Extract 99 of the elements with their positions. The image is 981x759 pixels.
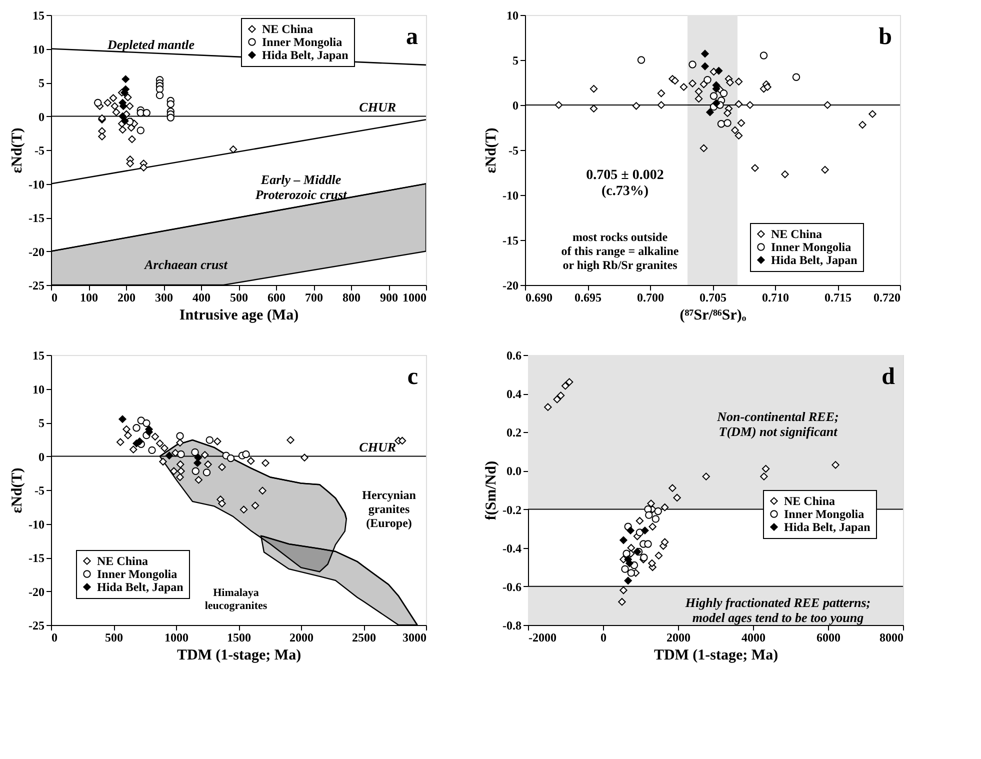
y-tick-label: 0 [38,110,44,124]
y-tick-label: 5 [38,76,44,90]
ref-line-label: CHUR [359,439,396,454]
annotation: Himalaya leucogranites [204,587,268,612]
y-tick-label: 0.6 [506,348,522,362]
y-tick-label: -5 [508,144,518,158]
x-tick-label: 100 [80,290,98,304]
legend-label: Inner Mongolia [784,507,864,521]
y-tick-label: 0.4 [506,387,522,402]
x-tick-label: 2000 [290,630,314,644]
y-tick-label: -5 [34,144,44,158]
x-tick-label: 900 [380,290,398,304]
x-tick-label: 800 [342,290,360,304]
y-tick-label: -15 [502,234,518,248]
x-tick-label: 4000 [742,630,766,644]
annotation: Archaean crust [144,257,228,272]
legend-label: Inner Mongolia [771,240,852,254]
y-tick-label: 15 [32,348,44,362]
x-tick-label: 2500 [352,630,376,644]
x-tick-label: 0.705 [700,290,726,304]
y-axis-title: εNd(T) [10,468,26,514]
y-tick-label: 10 [506,8,518,22]
y-tick-label: -20 [502,278,518,292]
legend-label: NE China [262,22,314,36]
x-tick-label: 1000 [164,630,188,644]
y-tick-label: -20 [28,584,44,599]
y-tick-label: -15 [28,211,44,225]
x-tick-label: 3000 [402,630,426,644]
annotation: 0.705 ± 0.002 (c.73%) [586,168,664,199]
annotation: Depleted mantle [106,37,195,52]
y-tick-label: -0.2 [502,502,522,517]
legend-label: Hida Belt, Japan [771,253,858,267]
legend-label: NE China [771,227,822,241]
x-tick-label: 500 [105,630,123,644]
annotation: b [878,24,892,50]
y-tick-label: -25 [28,278,44,292]
legend-label: NE China [97,554,148,568]
x-tick-label: 1500 [227,630,251,644]
x-axis-title: TDM (1-stage; Ma) [176,648,302,664]
legend-label: Hida Belt, Japan [262,48,349,62]
x-tick-label: 300 [155,290,173,304]
y-tick-label: -10 [28,177,44,192]
y-tick-label: -5 [34,484,44,498]
y-axis-title: εNd(T) [10,128,26,174]
x-tick-label: 200 [118,290,136,304]
y-tick-label: -10 [28,517,44,532]
x-tick-label: 0 [52,290,58,304]
y-tick-label: 5 [512,54,518,68]
legend-label: NE China [784,494,836,508]
x-tick-label: 0.715 [824,290,852,304]
x-tick-label: 8000 [880,630,904,644]
x-axis-title: TDM (1-stage; Ma) [654,648,778,664]
x-tick-label: 0 [52,630,58,644]
x-tick-label: 2000 [666,630,690,644]
y-tick-label: 0.0 [506,464,522,478]
x-tick-label: 0.695 [574,290,602,304]
x-tick-label: 0 [600,630,606,644]
x-axis-title: (⁸⁷Sr/⁸⁶Sr)ₒ [680,308,747,324]
x-tick-label: 600 [268,290,286,304]
x-tick-label: 700 [305,290,323,304]
x-tick-label: 500 [230,290,248,304]
x-tick-label: 0.690 [526,290,552,304]
legend-label: Hida Belt, Japan [97,580,184,594]
annotation: Hercynian granites (Europe) [362,488,416,530]
annotation: d [882,364,896,390]
y-tick-label: -20 [28,244,44,259]
y-axis-title: f(Sm/Nd) [484,460,500,520]
annotation: c [407,364,418,390]
y-tick-label: 10 [32,382,44,396]
annotation: a [406,24,418,50]
y-tick-label: -0.8 [502,618,522,632]
legend-label: Inner Mongolia [262,35,342,49]
y-tick-label: -0.4 [502,541,522,556]
x-tick-label: -2000 [528,630,556,644]
y-axis-title: εNd(T) [484,128,500,174]
x-tick-label: 400 [192,290,210,304]
x-tick-label: 0.700 [637,290,664,304]
y-tick-label: 0.2 [506,426,522,440]
legend-label: Inner Mongolia [97,567,178,581]
legend-label: Hida Belt, Japan [784,520,871,534]
y-tick-label: -25 [28,618,44,632]
y-tick-label: 15 [32,8,44,22]
x-tick-label: 1000 [402,290,426,304]
x-tick-label: 0.720 [874,290,900,304]
x-tick-label: 0.710 [762,290,789,304]
annotation: Non-continental REE; T(DM) not significant [716,409,839,439]
x-axis-title: Intrusive age (Ma) [179,308,299,324]
y-tick-label: 0 [512,98,518,112]
y-tick-label: 0 [38,450,44,464]
y-tick-label: -0.6 [502,580,522,594]
y-tick-label: -15 [28,551,44,565]
y-tick-label: -10 [502,188,518,202]
annotation: Highly fractionated REE patterns; model ages tend to be too young [684,595,871,625]
annotation: most rocks outside of this range = alkaline or high Rb/Sr granites [561,230,680,272]
annotation: Early – Middle Proterozoic crust [255,172,348,202]
y-tick-label: 10 [32,42,44,56]
x-tick-label: 6000 [816,630,840,644]
y-tick-label: 5 [38,416,44,430]
ref-line-label: CHUR [359,99,396,114]
